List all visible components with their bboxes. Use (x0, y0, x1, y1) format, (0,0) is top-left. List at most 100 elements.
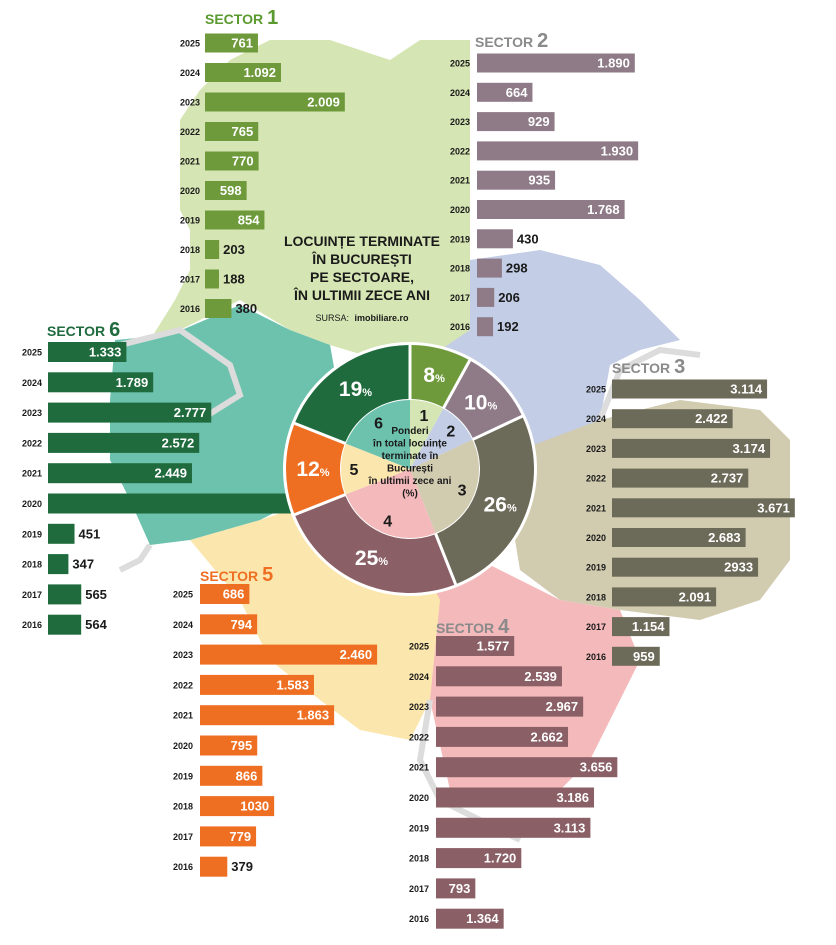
bar-value-label: 793 (449, 881, 471, 896)
donut-percent-label: 10% (464, 392, 497, 415)
bar (48, 584, 82, 605)
year-label: 2024 (173, 620, 193, 630)
year-label: 2016 (586, 652, 606, 662)
bar-value-label: 3.671 (757, 500, 790, 515)
bar-value-label: 2933 (724, 560, 753, 575)
percent-unit: % (378, 556, 388, 568)
bar (612, 617, 670, 637)
year-label: 2024 (450, 88, 470, 98)
bar (477, 287, 495, 307)
bar (200, 644, 378, 665)
bar-value-label: 664 (506, 85, 528, 100)
percent-unit: % (435, 373, 445, 385)
bar-value-label: 2.572 (162, 435, 195, 450)
year-label: 2017 (586, 622, 606, 632)
year-label: 2025 (180, 39, 200, 49)
bar-value-label: 795 (231, 738, 253, 753)
bar (48, 523, 75, 544)
sector-4-chart: SECTOR 4 2025 1.577 2024 2.539 2023 2.967 2022 2.… (409, 616, 618, 929)
year-label: 2022 (173, 680, 193, 690)
bar-value-label: 1.890 (597, 56, 630, 71)
bar (477, 53, 635, 73)
sector-1-title: SECTOR 1 (205, 7, 278, 29)
bar-value-label: 686 (223, 587, 245, 602)
bar (612, 468, 749, 488)
map-region-sector-6 (110, 305, 340, 545)
bar (477, 317, 494, 337)
bar-value-label: 206 (498, 290, 520, 305)
bar (205, 181, 247, 200)
year-label: 2017 (450, 293, 470, 303)
percent-value: 25 (355, 547, 379, 570)
sector-title-prefix: SECTOR (612, 360, 670, 376)
bar (200, 735, 258, 756)
bar (436, 726, 569, 747)
bar (612, 409, 733, 429)
sector-2-chart: SECTOR 2 2025 1.890 2024 664 2023 929 2022 1.930 2… (450, 30, 639, 337)
year-label: 2023 (22, 408, 42, 418)
year-label: 2018 (450, 264, 470, 274)
year-label: 2025 (586, 385, 606, 395)
year-label: 2016 (180, 304, 200, 314)
sector-title-number: 5 (262, 564, 273, 586)
donut-sector-number: 6 (374, 416, 383, 433)
donut-core-wedge-sector-2 (410, 408, 473, 469)
bar-value-label: 3.656 (580, 760, 613, 775)
bar (612, 379, 768, 399)
bar (436, 817, 591, 838)
bar (200, 856, 228, 877)
bar (436, 757, 618, 778)
title-block: LOCUINȚE TERMINATE ÎN BUCUREȘTI PE SECTO… (284, 233, 440, 323)
source-line: SURSA: imobiliare.ro (315, 313, 409, 323)
bar-value-label: 380 (235, 301, 257, 316)
bar-value-label: 3.174 (733, 441, 766, 456)
year-label: 2024 (586, 414, 606, 424)
percent-value: 19 (339, 378, 362, 401)
map-region-sector-1 (150, 40, 470, 360)
title-line-2: ÎN BUCUREȘTI (311, 250, 412, 267)
year-label: 2019 (409, 823, 429, 833)
bar-value-label: 598 (220, 183, 242, 198)
year-label: 2019 (173, 771, 193, 781)
year-label: 2022 (586, 474, 606, 484)
year-label: 2023 (586, 444, 606, 454)
percent-unit: % (320, 467, 330, 479)
bar-value-label: 929 (528, 114, 550, 129)
year-label: 2017 (173, 832, 193, 842)
bar (477, 200, 625, 219)
percent-unit: % (362, 387, 372, 399)
bar (200, 584, 250, 604)
year-label: 2022 (180, 127, 200, 137)
donut-percent-label: 25% (355, 547, 388, 570)
bar-value-label: 2.737 (711, 471, 744, 486)
sector-3-title: SECTOR 3 (612, 356, 685, 378)
bar (612, 528, 746, 547)
year-label: 2016 (22, 620, 42, 630)
sector-title-prefix: SECTOR (200, 568, 258, 584)
sector-title-prefix: SECTOR (205, 11, 263, 27)
sector-5-title: SECTOR 5 (200, 564, 273, 586)
year-label: 2025 (450, 59, 470, 69)
bar-value-label: 1030 (240, 799, 269, 814)
year-label: 2025 (409, 642, 429, 652)
year-label: 2018 (409, 854, 429, 864)
year-label: 2016 (409, 914, 429, 924)
donut-percent-label: 8% (423, 364, 445, 387)
bar (48, 493, 330, 514)
year-label: 2019 (22, 529, 42, 539)
year-label: 2018 (180, 245, 200, 255)
bar (436, 666, 562, 687)
bar (200, 765, 263, 786)
sector-title-prefix: SECTOR (436, 620, 494, 636)
donut-sector-number: 4 (383, 513, 392, 530)
bar-value-label: 565 (85, 587, 107, 602)
year-label: 2020 (173, 741, 193, 751)
year-label: 2020 (409, 793, 429, 803)
bar (200, 705, 335, 726)
year-label: 2021 (409, 763, 429, 773)
bar-value-label: 854 (238, 213, 260, 228)
source-label: SURSA: (315, 313, 349, 323)
bar-value-label: 770 (232, 154, 254, 169)
